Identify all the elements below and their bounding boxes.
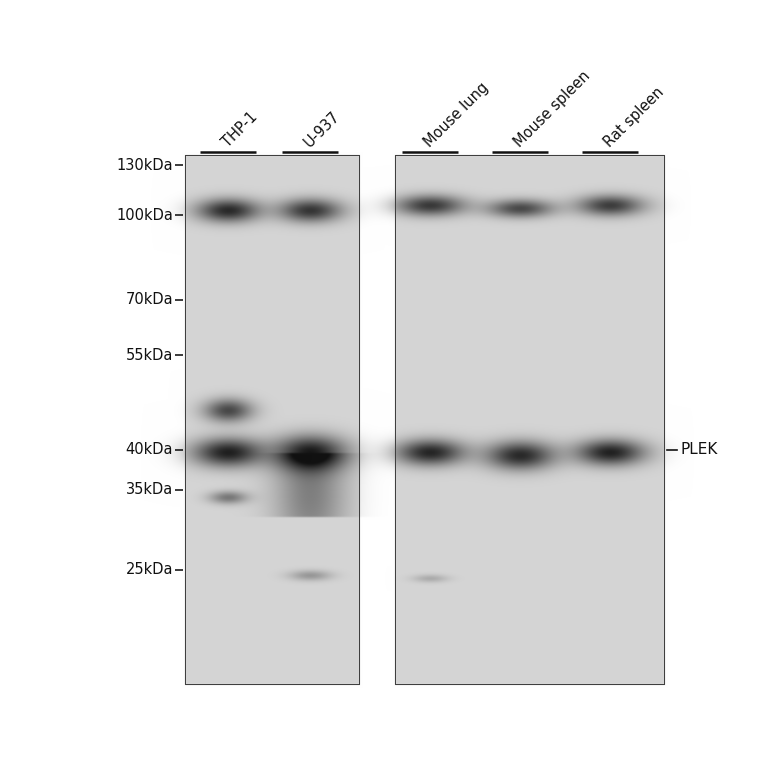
Text: 25kDa: 25kDa <box>125 562 173 578</box>
Text: 35kDa: 35kDa <box>126 483 173 497</box>
Text: 130kDa: 130kDa <box>116 157 173 173</box>
Text: Mouse spleen: Mouse spleen <box>511 68 593 150</box>
Text: 70kDa: 70kDa <box>125 293 173 307</box>
Text: 40kDa: 40kDa <box>125 442 173 458</box>
Text: Rat spleen: Rat spleen <box>601 85 667 150</box>
Text: Mouse lung: Mouse lung <box>422 79 491 150</box>
Text: 100kDa: 100kDa <box>116 208 173 222</box>
Text: 55kDa: 55kDa <box>125 348 173 362</box>
Text: U-937: U-937 <box>301 108 343 150</box>
Text: PLEK: PLEK <box>680 442 717 458</box>
Text: THP-1: THP-1 <box>219 109 261 150</box>
